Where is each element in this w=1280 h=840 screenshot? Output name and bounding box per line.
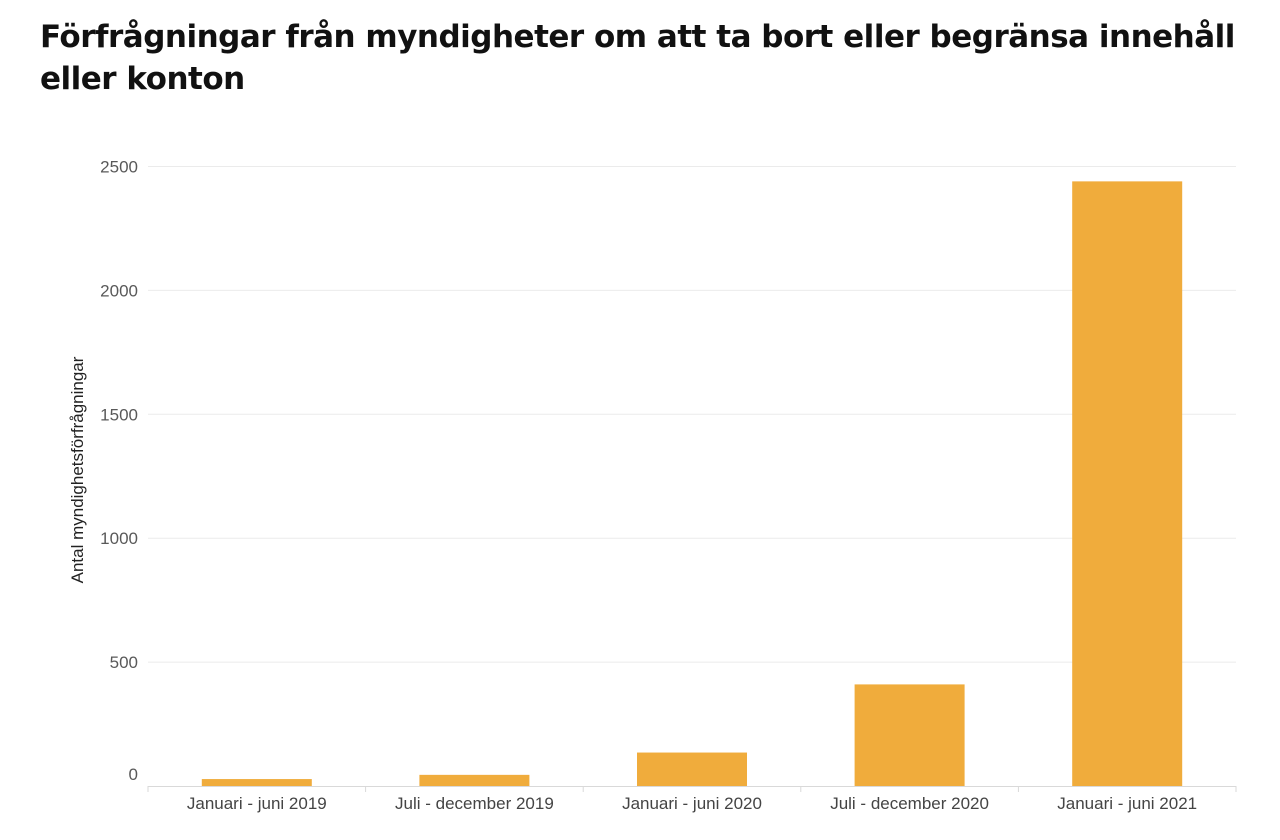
x-category-label: Januari - juni 2019 (187, 794, 327, 813)
y-tick-labels: 0 500 1000 1500 2000 2500 (100, 158, 138, 785)
gridlines (148, 166, 1236, 663)
bar (1072, 181, 1183, 787)
y-tick-label: 2000 (100, 281, 138, 300)
x-category-label: Januari - juni 2020 (622, 794, 762, 813)
y-tick-label: 2500 (100, 158, 138, 177)
x-category-label: Juli - december 2020 (830, 794, 989, 813)
x-category-label: Januari - juni 2021 (1057, 794, 1197, 813)
x-category-label: Juli - december 2019 (395, 794, 554, 813)
y-tick-label: 1500 (100, 405, 138, 424)
bars (201, 181, 1183, 787)
bar (637, 752, 747, 786)
y-tick-label: 500 (110, 653, 138, 672)
y-tick-label: 0 (129, 765, 138, 784)
y-tick-label: 1000 (100, 529, 138, 548)
y-axis-title: Antal myndighetsförfrågningar (68, 356, 87, 583)
chart-title: Förfrågningar från myndigheter om att ta… (40, 19, 1235, 97)
bar (201, 779, 312, 786)
x-axis (147, 786, 1237, 792)
bar (854, 684, 965, 786)
x-category-labels: Januari - juni 2019 Juli - december 2019 J… (187, 794, 1197, 813)
bar (419, 774, 530, 786)
